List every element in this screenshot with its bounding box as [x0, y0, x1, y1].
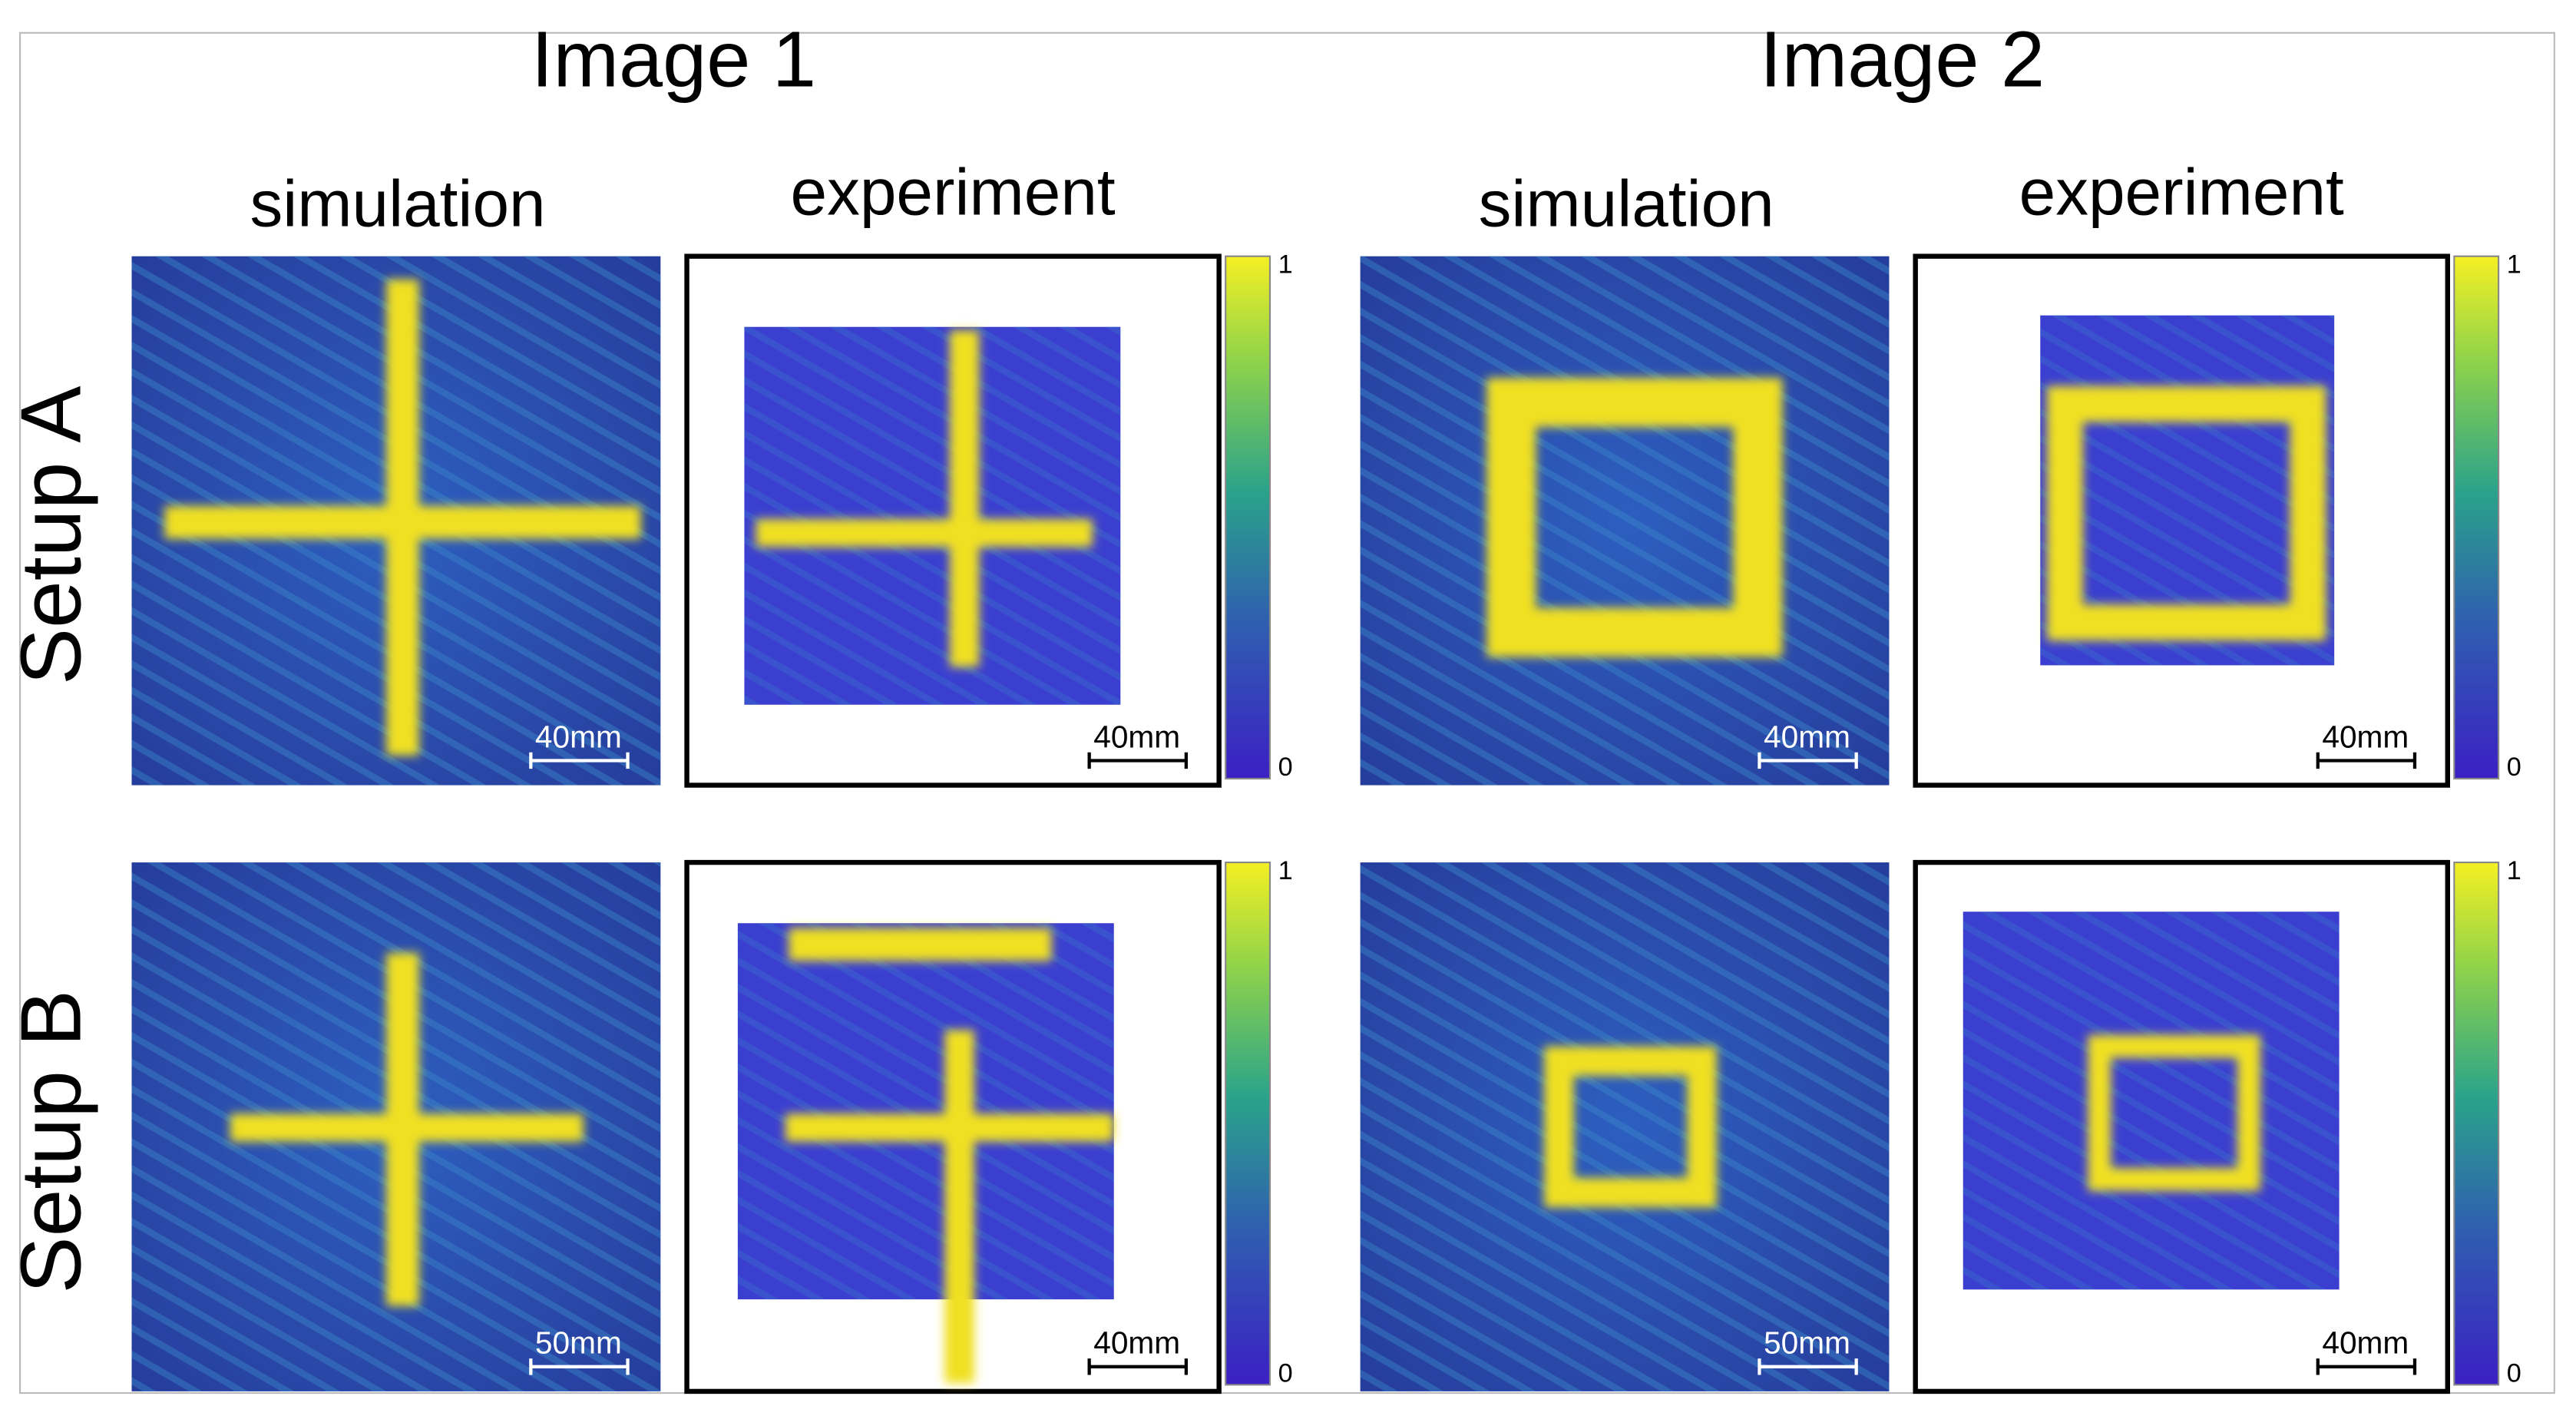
- colorbar-tick: 1: [2507, 856, 2521, 885]
- bright-region: [1544, 1046, 1574, 1208]
- colorbar: [1225, 862, 1271, 1386]
- bright-region: [756, 518, 1093, 548]
- bright-region: [2046, 385, 2326, 422]
- group-title: Image 2: [1760, 15, 2045, 104]
- scale-bar: [1758, 1358, 1858, 1375]
- scale-label: 40mm: [2322, 1325, 2409, 1361]
- frame: [18, 31, 2555, 1394]
- colorbar: [1225, 255, 1271, 780]
- colorbar-tick: 1: [2507, 250, 2521, 280]
- scale-label: 40mm: [535, 719, 622, 754]
- scale-bar: [2316, 1358, 2417, 1375]
- simulation-ripple: [1360, 862, 1890, 1391]
- bright-region: [2237, 1034, 2260, 1191]
- bright-region: [2088, 1034, 2111, 1191]
- experiment-pattern: [2046, 385, 2326, 641]
- bright-region: [164, 505, 641, 539]
- column-header: experiment: [791, 156, 1116, 229]
- bright-region: [230, 1113, 584, 1142]
- simulation-pattern: [1544, 1046, 1717, 1208]
- bright-region: [949, 329, 980, 667]
- column-header: simulation: [250, 167, 545, 240]
- colorbar-tick: 0: [1278, 753, 1293, 782]
- scale-label: 40mm: [1093, 1325, 1180, 1361]
- bright-region: [1733, 378, 1783, 657]
- experiment-texture: [744, 326, 1121, 705]
- scale-label: 50mm: [535, 1325, 622, 1361]
- column-header: experiment: [2019, 156, 2344, 229]
- bright-region: [1486, 378, 1536, 657]
- bright-region: [785, 1113, 1114, 1142]
- scale-label: 40mm: [1093, 719, 1180, 754]
- experiment-texture: [1963, 911, 2340, 1290]
- bright-region: [944, 1030, 974, 1384]
- row-label: Setup B: [3, 990, 99, 1294]
- bright-region: [2290, 385, 2326, 641]
- bright-region: [1687, 1046, 1717, 1208]
- bright-region: [2088, 1034, 2260, 1058]
- scale-label: 50mm: [1764, 1325, 1850, 1361]
- scale-bar: [529, 1358, 630, 1375]
- simulation-pattern: [230, 952, 584, 1306]
- colorbar-tick: 1: [1278, 856, 1293, 885]
- bright-region: [789, 928, 1052, 961]
- experiment-pattern: [756, 329, 1093, 667]
- experiment-pattern: [785, 928, 1114, 1384]
- row-label: Setup A: [3, 386, 99, 686]
- colorbar: [2453, 862, 2500, 1386]
- scale-bar: [1087, 752, 1189, 769]
- column-header: simulation: [1479, 167, 1774, 240]
- simulation-pattern: [164, 279, 641, 756]
- bright-region: [2088, 1167, 2260, 1191]
- colorbar-tick: 1: [1278, 250, 1293, 280]
- scale-label: 40mm: [2322, 719, 2409, 754]
- scale-bar: [2316, 752, 2417, 769]
- experiment-texture: [737, 923, 1114, 1300]
- experiment-pattern: [2088, 1034, 2260, 1191]
- colorbar-tick: 0: [2507, 1359, 2521, 1388]
- scale-label: 40mm: [1764, 719, 1850, 754]
- group-title: Image 1: [531, 15, 816, 104]
- colorbar-tick: 0: [2507, 753, 2521, 782]
- simulation-pattern: [1486, 378, 1783, 657]
- colorbar-tick: 0: [1278, 1359, 1293, 1388]
- colorbar: [2453, 255, 2500, 780]
- simulation-ripple: [1360, 256, 1890, 786]
- scale-bar: [1087, 1358, 1189, 1375]
- bright-region: [2046, 385, 2083, 641]
- scale-bar: [1758, 752, 1858, 769]
- bright-region: [2046, 604, 2326, 641]
- scale-bar: [529, 752, 630, 769]
